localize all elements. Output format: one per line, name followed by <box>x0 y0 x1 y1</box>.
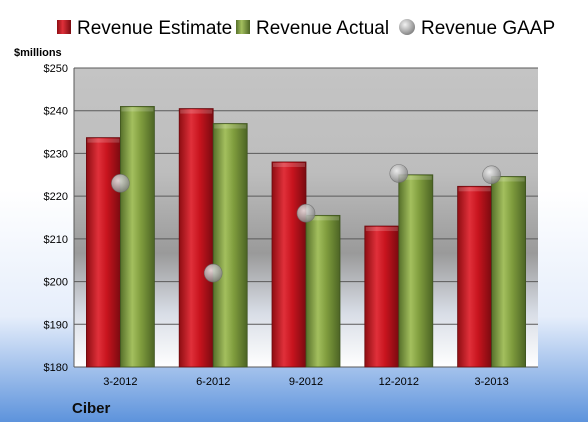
bar-revenue-actual-highlight <box>121 107 154 112</box>
x-tick-label: 12-2012 <box>379 376 419 388</box>
bar-revenue-actual-highlight <box>214 124 247 129</box>
bar-revenue-estimate-highlight <box>365 227 398 232</box>
bar-revenue-estimate <box>271 161 307 368</box>
y-tick-label: $200 <box>44 277 68 289</box>
bar-revenue-estimate-highlight <box>87 138 120 143</box>
marker-revenue-gaap <box>111 174 130 193</box>
bar-revenue-estimate <box>86 137 121 368</box>
bar-revenue-estimate <box>457 185 493 368</box>
y-tick-label: $230 <box>44 148 68 160</box>
y-tick-label: $180 <box>44 362 68 374</box>
legend-label-revenue-actual: Revenue Actual <box>256 18 389 39</box>
legend: Revenue Estimate Revenue Actual Revenue … <box>57 18 555 39</box>
marker-revenue-gaap <box>296 203 316 223</box>
y-tick-label: $250 <box>44 63 68 75</box>
y-tick-label: $210 <box>44 234 68 246</box>
company-name: Ciber <box>72 400 111 417</box>
bar-revenue-actual <box>212 123 248 368</box>
bar-revenue-actual-highlight <box>307 216 339 221</box>
legend-label-revenue-estimate: Revenue Estimate <box>77 18 232 39</box>
bar-revenue-actual <box>120 106 155 368</box>
bar-revenue-estimate <box>364 225 400 368</box>
legend-swatch-revenue-gaap <box>399 19 415 35</box>
bar-revenue-actual-highlight <box>399 175 432 180</box>
x-tick-label: 3-2012 <box>103 376 137 388</box>
x-tick-label: 6-2012 <box>196 376 230 388</box>
bar-revenue-actual <box>305 214 341 368</box>
y-axis-ticks: $180 $190 $200 $210 $220 $230 $240 $250 <box>44 63 68 374</box>
bar-revenue-estimate-highlight <box>180 109 213 114</box>
bar-revenue-estimate-highlight <box>273 162 305 167</box>
y-tick-label: $190 <box>44 319 68 331</box>
marker-revenue-gaap <box>482 165 501 185</box>
bars <box>86 106 527 368</box>
x-tick-label: 9-2012 <box>289 376 323 388</box>
bar-revenue-estimate-highlight <box>458 187 491 192</box>
y-tick-label: $220 <box>44 191 68 203</box>
y-tick-label: $240 <box>44 106 68 118</box>
x-tick-label: 3-2013 <box>474 376 508 388</box>
marker-revenue-gaap <box>389 164 409 183</box>
legend-swatch-revenue-actual <box>236 20 250 34</box>
gaap-markers <box>111 164 501 283</box>
bar-revenue-actual <box>398 174 434 368</box>
bar-revenue-actual-highlight <box>492 177 525 182</box>
y-axis-label: $millions <box>14 47 62 59</box>
bar-revenue-actual <box>491 176 527 368</box>
legend-swatch-revenue-estimate <box>57 20 71 34</box>
legend-label-revenue-gaap: Revenue GAAP <box>421 18 555 39</box>
bar-revenue-estimate <box>178 108 214 368</box>
marker-revenue-gaap <box>203 263 223 283</box>
x-axis-ticks: 3-2012 6-2012 9-2012 12-2012 3-2013 <box>103 376 508 388</box>
